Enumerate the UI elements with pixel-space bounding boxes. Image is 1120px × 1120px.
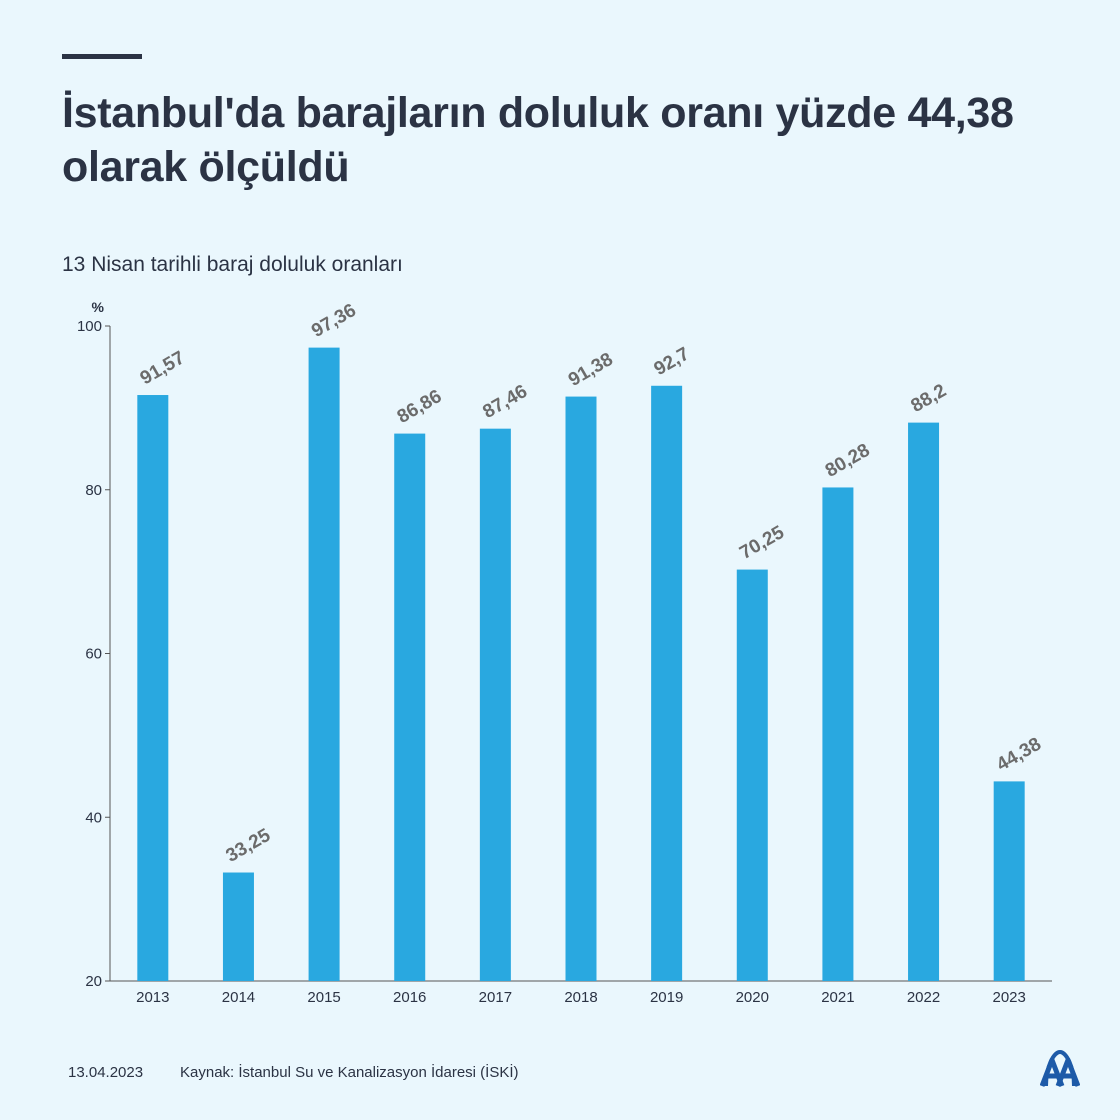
- bar-2018: [565, 396, 597, 981]
- value-label: 87,46: [479, 381, 531, 423]
- bars: [137, 347, 1025, 981]
- value-label: 33,25: [222, 825, 274, 867]
- value-label: 92,7: [651, 343, 694, 380]
- x-tick-labels: 2013 2014 2015 2016 2017 2018 2019 2020 2021 2022…: [136, 989, 1026, 1006]
- value-label: 97,36: [308, 300, 360, 342]
- x-tick-label: 2014: [222, 989, 255, 1006]
- x-tick-label: 2018: [564, 989, 597, 1006]
- x-tick-label: 2020: [736, 989, 769, 1006]
- value-label: 70,25: [736, 522, 788, 564]
- value-label: 88,2: [908, 380, 951, 417]
- page-title: İstanbul'da barajların doluluk oranı yüz…: [62, 89, 1014, 191]
- value-label: 44,38: [993, 734, 1045, 776]
- y-ticks: 20 40 60 80 100: [77, 318, 110, 990]
- value-label: 91,57: [137, 347, 189, 389]
- value-label: 80,28: [822, 440, 874, 482]
- x-tick-label: 2015: [307, 989, 340, 1006]
- x-tick-label: 2013: [136, 989, 169, 1006]
- bar-2020: [736, 569, 768, 981]
- bar-2014: [222, 872, 254, 981]
- bar-2013: [137, 395, 169, 981]
- x-tick-label: 2019: [650, 989, 683, 1006]
- y-tick-label: 40: [85, 809, 102, 826]
- aa-logo-icon: [1040, 1049, 1080, 1087]
- bar-2022: [908, 422, 940, 981]
- bar-2016: [394, 433, 426, 981]
- value-label: 86,86: [394, 386, 446, 428]
- y-tick-label: 20: [85, 973, 102, 990]
- bar-2019: [651, 385, 683, 981]
- bar-2017: [479, 428, 511, 981]
- x-tick-label: 2021: [821, 989, 854, 1006]
- footer-source: Kaynak: İstanbul Su ve Kanalizasyon İdar…: [180, 1064, 519, 1081]
- value-label: 91,38: [565, 349, 617, 391]
- bar-2021: [822, 487, 854, 981]
- y-tick-label: 60: [85, 646, 102, 663]
- y-axis-unit: %: [92, 299, 105, 315]
- y-tick-label: 100: [77, 318, 102, 335]
- x-tick-label: 2023: [992, 989, 1025, 1006]
- x-tick-label: 2016: [393, 989, 426, 1006]
- bar-2023: [993, 781, 1025, 981]
- x-tick-label: 2022: [907, 989, 940, 1006]
- y-tick-label: 80: [85, 482, 102, 499]
- x-tick-label: 2017: [479, 989, 512, 1006]
- header-rule: [62, 54, 142, 59]
- chart-subtitle: 13 Nisan tarihli baraj doluluk oranları: [62, 253, 403, 276]
- footer-date: 13.04.2023: [68, 1064, 144, 1081]
- bar-2015: [308, 347, 340, 981]
